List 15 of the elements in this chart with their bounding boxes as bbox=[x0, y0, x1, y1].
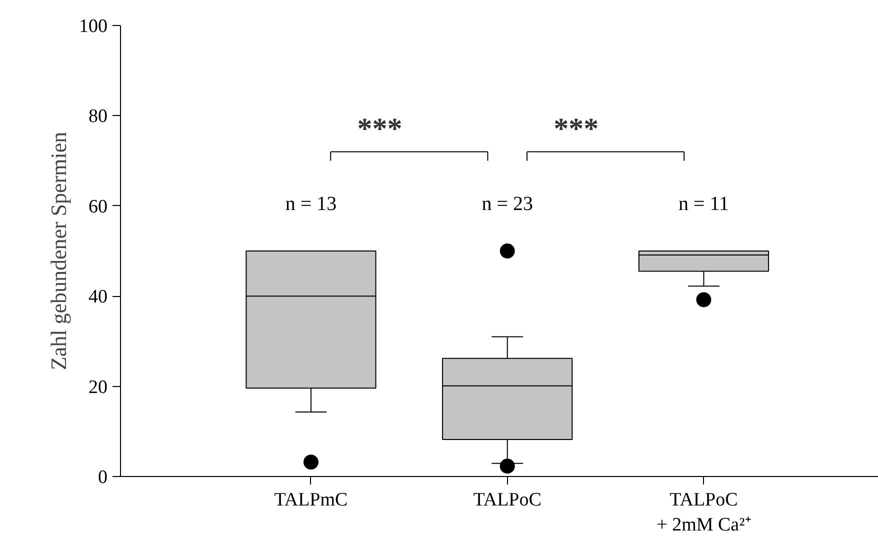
x-tick-label: TALPoC bbox=[473, 490, 542, 510]
x-tick-label: TALPmC bbox=[274, 490, 348, 510]
y-tick-label: 80 bbox=[88, 106, 108, 128]
annotation: *** bbox=[357, 112, 402, 146]
y-axis-title: Zahl gebundener Spermien bbox=[46, 132, 71, 370]
y-tick-label: 60 bbox=[88, 196, 108, 218]
y-tick-label: 40 bbox=[88, 286, 108, 308]
annotation: n = 23 bbox=[482, 192, 533, 215]
x-tick-label: TALPoC + 2mM Ca²⁺ bbox=[656, 490, 751, 536]
y-tick-label: 0 bbox=[98, 467, 108, 488]
annotation: n = 11 bbox=[678, 192, 730, 215]
annotation: *** bbox=[554, 112, 599, 146]
annotation: n = 13 bbox=[285, 192, 337, 215]
y-tick-label: 100 bbox=[79, 16, 108, 37]
y-tick-label: 20 bbox=[88, 376, 108, 398]
